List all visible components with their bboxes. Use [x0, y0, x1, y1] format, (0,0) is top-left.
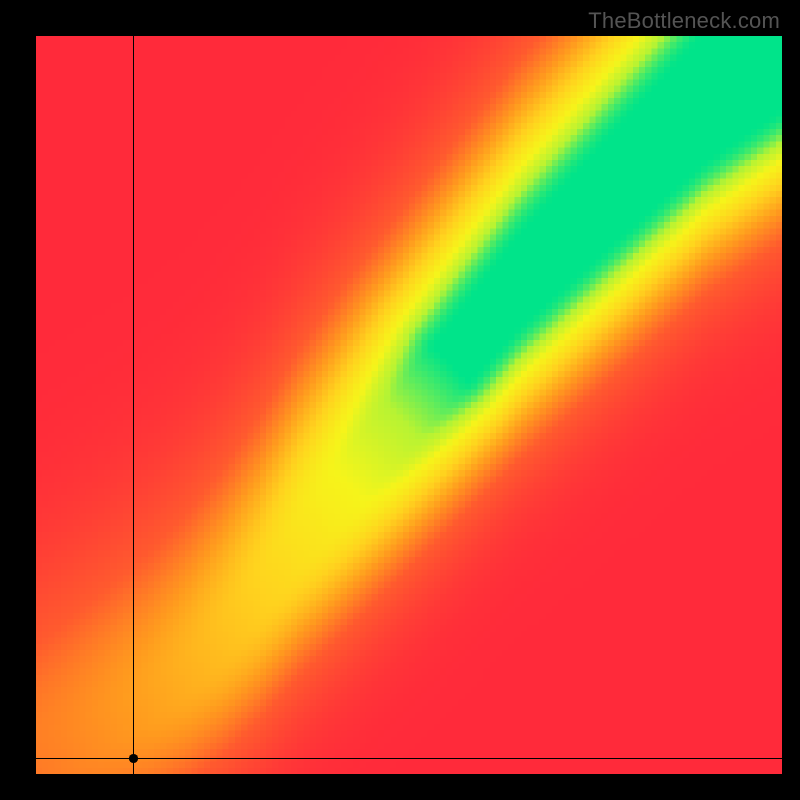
watermark-text: TheBottleneck.com	[588, 8, 780, 34]
crosshair-overlay	[36, 36, 782, 774]
plot-area	[36, 36, 782, 774]
chart-container: TheBottleneck.com	[0, 0, 800, 800]
